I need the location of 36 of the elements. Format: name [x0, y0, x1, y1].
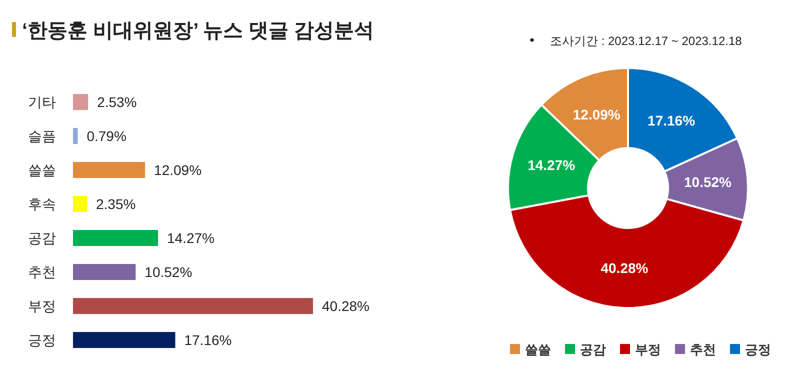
- legend-label: 긍정: [745, 342, 771, 357]
- y-tick-label: 긍정: [28, 332, 56, 348]
- data-label: 14.27%: [167, 230, 215, 246]
- bar: [73, 196, 87, 212]
- bar: [73, 264, 136, 280]
- bar: [73, 230, 158, 246]
- legend-label: 추천: [690, 342, 716, 357]
- data-label: 12.09%: [154, 162, 202, 178]
- data-label: 40.28%: [322, 298, 370, 314]
- legend-label: 쓸쓸: [525, 342, 551, 357]
- data-label: 2.53%: [97, 94, 137, 110]
- data-label: 12.09%: [572, 106, 621, 122]
- y-tick-label: 공감: [28, 230, 56, 246]
- data-label: 10.52%: [684, 174, 732, 190]
- y-tick-label: 후속: [28, 196, 56, 212]
- data-label: 0.79%: [86, 128, 126, 144]
- legend-label: 공감: [580, 342, 606, 357]
- data-label: 17.16%: [648, 112, 696, 129]
- data-label: 40.28%: [600, 260, 649, 276]
- y-tick-label: 쓸쓸: [28, 162, 56, 178]
- data-label: 17.16%: [184, 332, 232, 348]
- y-tick-label: 부정: [28, 298, 56, 314]
- bar: [73, 128, 78, 144]
- y-tick-label: 추천: [28, 264, 56, 280]
- bar: [73, 162, 146, 178]
- bar: [73, 298, 313, 314]
- legend-label: 부정: [635, 342, 661, 357]
- chart-title: ‘한동훈 비대위원장’ 뉴스 댓글 감성분석: [22, 20, 374, 42]
- y-tick-label: 기타: [28, 94, 56, 110]
- data-label: 2.35%: [96, 196, 136, 212]
- data-label: 14.27%: [528, 157, 576, 174]
- data-label: 10.52%: [144, 264, 192, 280]
- bar: [73, 332, 176, 348]
- bar: [73, 94, 88, 110]
- text: 조사기간 : 2023.12.17 ~ 2023.12.18: [550, 34, 742, 48]
- y-tick-label: 슬픔: [28, 128, 56, 144]
